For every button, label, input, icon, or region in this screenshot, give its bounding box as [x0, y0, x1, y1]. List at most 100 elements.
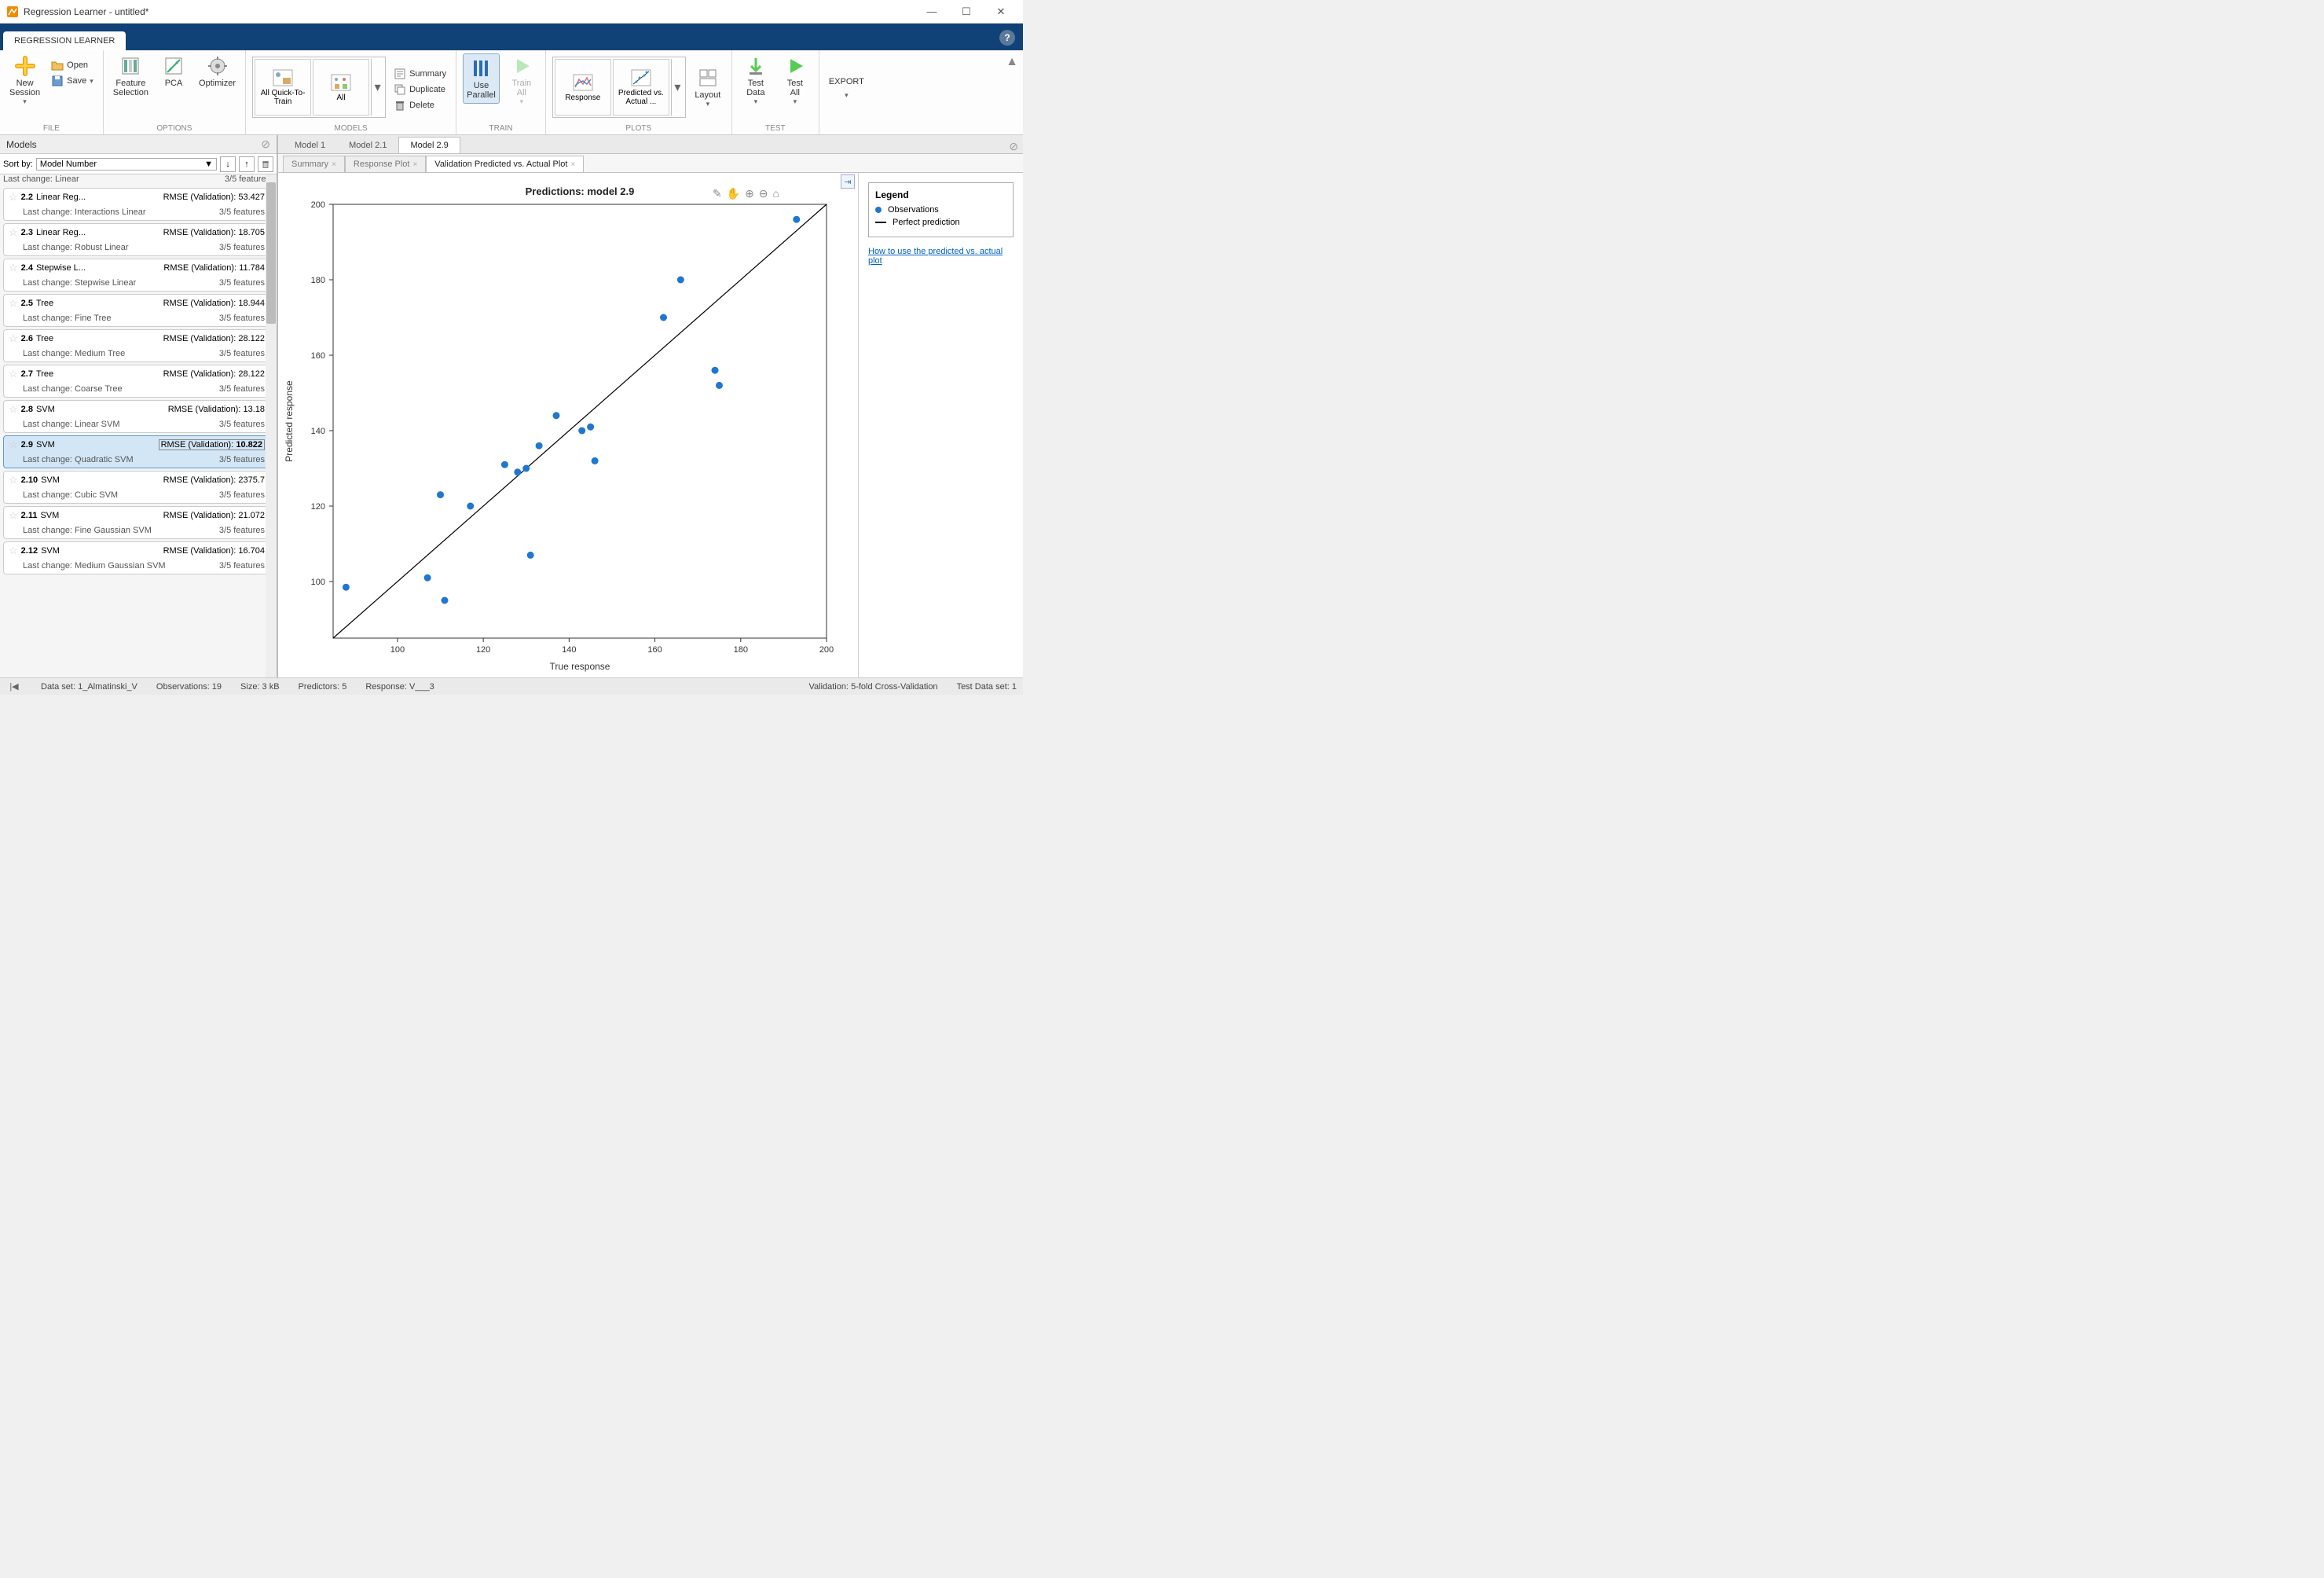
star-icon[interactable]: ☆ [9, 474, 18, 486]
ts-label-test: TEST [765, 123, 786, 134]
app-tab-regression-learner[interactable]: REGRESSION LEARNER [3, 31, 126, 50]
sort-row: Sort by: Model Number ▼ ↓ ↑ [0, 154, 277, 174]
legend-panel: Legend Observations Perfect prediction H… [858, 173, 1023, 677]
model-entry[interactable]: ☆2.8 SVMRMSE (Validation): 13.18 Last ch… [3, 400, 270, 433]
legend-observations: Observations [875, 205, 1006, 215]
use-parallel-button[interactable]: Use Parallel [463, 53, 500, 104]
ts-label-file: FILE [43, 123, 60, 134]
tab-close-icon[interactable]: × [570, 160, 575, 169]
duplicate-button[interactable]: Duplicate [390, 83, 449, 97]
status-dataset: Data set: 1_Almatinski_V [41, 682, 137, 692]
tab-close-icon[interactable]: × [332, 160, 336, 169]
pca-button[interactable]: PCA [156, 53, 191, 90]
star-icon[interactable]: ☆ [9, 368, 18, 380]
sub-tabs: Summary×Response Plot×Validation Predict… [278, 154, 1023, 173]
status-rewind-icon[interactable]: |◀ [6, 681, 22, 692]
svg-text:True response: True response [550, 661, 610, 672]
app-tabstrip: REGRESSION LEARNER ? [0, 24, 1023, 50]
test-all-button[interactable]: Test All ▾ [778, 53, 812, 108]
star-icon[interactable]: ☆ [9, 439, 18, 451]
status-testdata: Test Data set: 1 [957, 682, 1017, 692]
gallery-quick-train[interactable]: All Quick-To- Train [255, 59, 311, 116]
sort-asc-button[interactable]: ↓ [220, 156, 236, 172]
star-icon[interactable]: ☆ [9, 297, 18, 310]
layout-button[interactable]: Layout ▾ [691, 65, 725, 110]
model-tab[interactable]: Model 2.9 [398, 137, 460, 153]
model-entry[interactable]: ☆2.2 Linear Reg...RMSE (Validation): 53.… [3, 188, 270, 221]
status-response: Response: V___3 [365, 682, 434, 692]
svg-text:140: 140 [562, 645, 576, 655]
minimize-button[interactable]: — [916, 2, 948, 21]
star-icon[interactable]: ☆ [9, 545, 18, 557]
model-tab[interactable]: Model 2.1 [337, 137, 398, 153]
sub-tab[interactable]: Validation Predicted vs. Actual Plot× [426, 156, 584, 172]
gallery-all[interactable]: All [313, 59, 369, 116]
test-data-button[interactable]: Test Data ▾ [739, 53, 773, 108]
optimizer-button[interactable]: Optimizer [196, 53, 239, 90]
scroll-thumb[interactable] [266, 182, 276, 324]
help-link[interactable]: How to use the predicted vs. actual plot [868, 247, 1003, 266]
sub-tab[interactable]: Summary× [283, 156, 345, 172]
status-observations: Observations: 19 [156, 682, 222, 692]
status-bar: |◀ Data set: 1_Almatinski_V Observations… [0, 677, 1023, 695]
ts-group-options: Feature Selection PCA Optimizer OPTIONS [104, 50, 246, 134]
star-icon[interactable]: ☆ [9, 332, 18, 345]
ts-group-plots: Response Predicted vs. Actual ... ▾ Layo… [546, 50, 732, 134]
tab-close-icon[interactable]: × [412, 160, 417, 169]
sort-select[interactable]: Model Number ▼ [36, 158, 217, 171]
truncated-entry: Last change: Linear 3/5 features [0, 174, 277, 185]
delete-button[interactable]: Delete [390, 98, 449, 112]
dot-icon [875, 207, 882, 213]
model-entry[interactable]: ☆2.12 SVMRMSE (Validation): 16.704 Last … [3, 541, 270, 574]
sub-tab[interactable]: Response Plot× [345, 156, 426, 172]
model-entry[interactable]: ☆2.3 Linear Reg...RMSE (Validation): 18.… [3, 223, 270, 256]
model-entry[interactable]: ☆2.4 Stepwise L...RMSE (Validation): 11.… [3, 259, 270, 292]
title-bar: Regression Learner - untitled* — ☐ ✕ [0, 0, 1023, 24]
svg-text:Predicted response: Predicted response [284, 380, 295, 462]
star-icon[interactable]: ☆ [9, 226, 18, 239]
ts-group-export: EXPORT▾ [819, 50, 874, 134]
toolstrip: New Session ▾ Open Save ▾ FILE Feature S… [0, 50, 1023, 135]
save-button[interactable]: Save ▾ [48, 74, 97, 88]
maximize-button[interactable]: ☐ [951, 2, 982, 21]
models-pane-close-icon[interactable]: ⊘ [261, 138, 270, 151]
star-icon[interactable]: ☆ [9, 509, 18, 522]
pane-options-icon[interactable]: ⊘ [1009, 140, 1018, 153]
help-icon[interactable]: ? [999, 30, 1015, 46]
toolstrip-collapse-icon[interactable]: ▲ [1001, 50, 1023, 134]
plot-container: ⇥ ✎ ✋ ⊕ ⊖ ⌂ 1001201401601802001001201401… [278, 173, 1023, 677]
open-button[interactable]: Open [48, 58, 97, 72]
gallery-response[interactable]: Response [555, 59, 611, 116]
model-entry[interactable]: ☆2.10 SVMRMSE (Validation): 2375.7 Last … [3, 471, 270, 504]
new-session-button[interactable]: New Session ▾ [6, 53, 43, 108]
sort-delete-button[interactable] [258, 156, 273, 172]
export-button[interactable]: EXPORT▾ [826, 53, 867, 101]
models-pane: Models ⊘ Sort by: Model Number ▼ ↓ ↑ Las… [0, 135, 278, 677]
status-size: Size: 3 kB [240, 682, 280, 692]
scrollbar[interactable] [266, 174, 277, 677]
svg-text:100: 100 [311, 578, 325, 587]
star-icon[interactable]: ☆ [9, 403, 18, 416]
sort-desc-button[interactable]: ↑ [239, 156, 255, 172]
model-entry[interactable]: ☆2.9 SVMRMSE (Validation): 10.822 Last c… [3, 435, 270, 468]
models-gallery-dropdown[interactable]: ▾ [371, 59, 383, 116]
ts-label-models: MODELS [334, 123, 367, 134]
model-entry[interactable]: ☆2.11 SVMRMSE (Validation): 21.072 Last … [3, 506, 270, 539]
svg-text:120: 120 [311, 502, 325, 512]
summary-button[interactable]: Summary [390, 67, 449, 81]
model-entry[interactable]: ☆2.6 TreeRMSE (Validation): 28.122 Last … [3, 329, 270, 362]
star-icon[interactable]: ☆ [9, 191, 18, 204]
scatter-chart: 100120140160180200100120140160180200Pred… [278, 173, 858, 677]
feature-selection-button[interactable]: Feature Selection [110, 53, 152, 99]
close-button[interactable]: ✕ [985, 2, 1017, 21]
ts-group-test: Test Data ▾ Test All ▾ TEST [732, 50, 819, 134]
ts-group-train: Use Parallel Train All ▾ TRAIN [456, 50, 546, 134]
model-entry[interactable]: ☆2.5 TreeRMSE (Validation): 18.944 Last … [3, 294, 270, 327]
model-tab[interactable]: Model 1 [283, 137, 337, 153]
window-title: Regression Learner - untitled* [24, 6, 916, 17]
train-all-button[interactable]: Train All ▾ [504, 53, 539, 108]
plots-gallery-dropdown[interactable]: ▾ [671, 59, 684, 116]
gallery-pred-vs-actual[interactable]: Predicted vs. Actual ... [613, 59, 669, 116]
star-icon[interactable]: ☆ [9, 262, 18, 274]
model-entry[interactable]: ☆2.7 TreeRMSE (Validation): 28.122 Last … [3, 365, 270, 398]
